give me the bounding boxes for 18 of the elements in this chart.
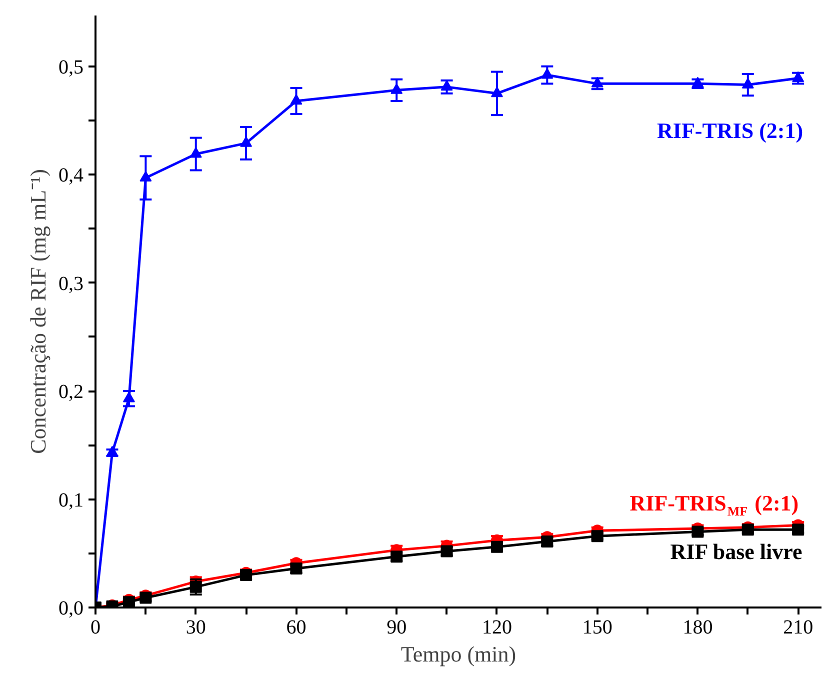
x-tick-label: 210 — [783, 616, 814, 638]
series-label: RIF-TRIS (2:1) — [657, 118, 804, 143]
x-tick-label: 30 — [186, 616, 206, 638]
x-axis-title: Tempo (min) — [400, 642, 516, 666]
y-axis-title: Concentração de RIF (mg mL⁻¹) — [26, 169, 50, 454]
x-tick-label: 180 — [682, 616, 713, 638]
x-tick-label: 0 — [90, 616, 100, 638]
y-tick-label: 0,2 — [58, 381, 84, 404]
y-tick-label: 0,0 — [58, 598, 84, 620]
series-label: RIF base livre — [670, 539, 802, 564]
y-tick-label: 0,3 — [58, 272, 84, 295]
x-tick-label: 60 — [286, 616, 306, 638]
x-tick-label: 150 — [582, 616, 612, 638]
x-tick-label: 120 — [482, 616, 512, 638]
y-tick-label: 0,5 — [58, 56, 84, 78]
y-tick-label: 0,1 — [58, 489, 84, 512]
y-tick-label: 0,4 — [58, 164, 84, 187]
x-tick-label: 90 — [386, 616, 407, 638]
